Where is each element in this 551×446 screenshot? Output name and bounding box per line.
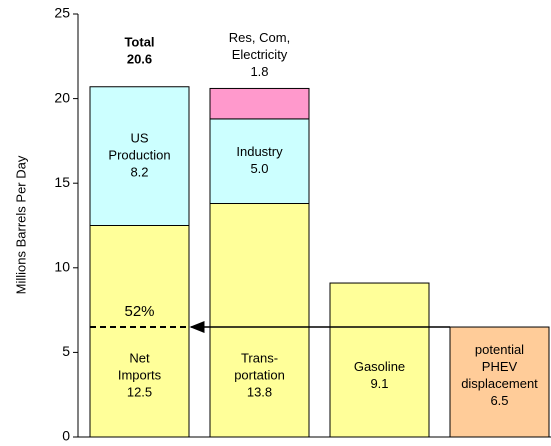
- total-label: Total: [124, 35, 154, 50]
- segment-label: 1.8: [250, 64, 268, 79]
- segment-label: Imports: [118, 368, 162, 383]
- segment-label: 8.2: [130, 165, 148, 180]
- segment-label: Gasoline: [354, 359, 405, 374]
- segment-label: 13.8: [247, 385, 272, 400]
- total-label: 20.6: [127, 52, 152, 67]
- segment-label: potential: [475, 342, 524, 357]
- segment-label: Res, Com,: [229, 30, 290, 45]
- segment-label: Net: [129, 351, 150, 366]
- segment-label: PHEV: [482, 359, 518, 374]
- segment-label: Industry: [236, 144, 283, 159]
- bar-segment: [329, 282, 430, 438]
- segment-label: Production: [108, 148, 170, 163]
- y-tick-label: 0: [62, 428, 70, 444]
- segment-label: 6.5: [490, 393, 508, 408]
- segment-label: 12.5: [127, 385, 152, 400]
- segment-label: Trans-: [241, 351, 278, 366]
- bar-segment: [209, 87, 310, 120]
- y-tick-label: 10: [54, 259, 70, 275]
- bar-segment: [89, 225, 190, 438]
- y-axis-label: Millions Barrels Per Day: [13, 155, 28, 294]
- bar-segment: [89, 86, 190, 226]
- segment-label: US: [130, 131, 148, 146]
- bar-segment: [209, 203, 310, 438]
- bar-segment: [209, 118, 310, 205]
- y-tick-label: 20: [54, 89, 70, 105]
- segment-label: 5.0: [250, 161, 268, 176]
- segment-label: 9.1: [370, 376, 388, 391]
- segment-label: displacement: [461, 376, 538, 391]
- bar-segment: [449, 326, 550, 438]
- y-tick-label: 25: [54, 5, 70, 21]
- y-tick-label: 5: [62, 343, 70, 359]
- annotation: 52%: [124, 303, 154, 320]
- segment-label: portation: [234, 368, 285, 383]
- y-tick-label: 15: [54, 174, 70, 190]
- segment-label: Electricity: [232, 47, 288, 62]
